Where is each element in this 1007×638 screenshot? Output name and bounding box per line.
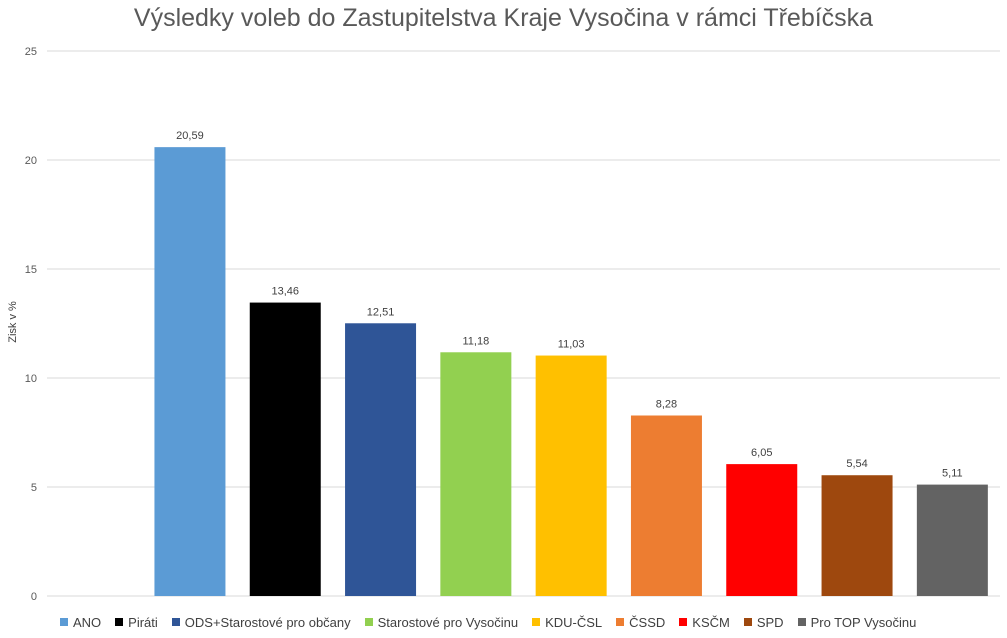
legend: ANO Piráti ODS+Starostové pro občany Staros… bbox=[60, 612, 930, 632]
bar bbox=[726, 464, 798, 596]
legend-item: Pro TOP Vysočinu bbox=[797, 614, 917, 630]
bar bbox=[630, 415, 702, 596]
y-tick-label: 5 bbox=[31, 482, 37, 494]
legend-item: ODS+Starostové pro občany bbox=[171, 614, 351, 630]
legend-label: Pro TOP Vysočinu bbox=[810, 614, 917, 630]
y-tick-label: 25 bbox=[25, 46, 37, 58]
legend-label: ČSSD bbox=[629, 614, 666, 630]
bar bbox=[154, 147, 226, 596]
y-axis: 0 5 10 15 20 25 bbox=[25, 46, 37, 603]
legend-swatch bbox=[115, 618, 124, 626]
legend-swatch bbox=[743, 618, 752, 626]
data-label: 5,11 bbox=[942, 468, 963, 480]
data-label: 12,51 bbox=[367, 306, 395, 318]
legend-item: KDU-ČSL bbox=[532, 615, 602, 630]
bar bbox=[345, 323, 417, 596]
data-labels: 20,59 13,46 12,51 11,18 11,03 8,28 6,05 5,54 5,1… bbox=[176, 130, 962, 479]
y-tick-label: 10 bbox=[25, 373, 37, 385]
legend-swatch bbox=[797, 618, 806, 626]
data-label: 11,18 bbox=[462, 335, 489, 347]
legend-label: KSČM bbox=[692, 614, 730, 630]
legend-label: ANO bbox=[73, 614, 102, 630]
legend-label: KDU-ČSL bbox=[545, 614, 603, 630]
legend-swatch bbox=[679, 618, 688, 626]
y-tick-label: 0 bbox=[31, 591, 37, 603]
data-label: 13,46 bbox=[271, 286, 299, 298]
bar bbox=[440, 352, 512, 596]
data-label: 11,03 bbox=[558, 339, 585, 351]
bar bbox=[249, 302, 321, 596]
legend-swatch bbox=[532, 618, 541, 626]
data-label: 6,05 bbox=[751, 447, 772, 459]
y-axis-title: Zisk v % bbox=[7, 301, 19, 343]
data-label: 20,59 bbox=[176, 130, 204, 142]
legend-label: Starostové pro Vysočinu bbox=[377, 614, 519, 630]
y-tick-label: 15 bbox=[25, 264, 37, 276]
legend-swatch bbox=[616, 618, 625, 626]
y-tick-label: 20 bbox=[25, 155, 37, 167]
chart-title: Výsledky voleb do Zastupitelstva Kraje V… bbox=[133, 4, 874, 32]
bar bbox=[916, 484, 988, 596]
legend-label: Piráti bbox=[128, 614, 158, 630]
legend-item: Starostové pro Vysočinu bbox=[364, 614, 519, 630]
bars bbox=[154, 147, 988, 596]
legend-item: Piráti bbox=[115, 615, 158, 630]
legend-label: SPD bbox=[756, 614, 784, 630]
legend-item: KSČM bbox=[679, 615, 730, 630]
legend-swatch bbox=[364, 618, 373, 626]
legend-swatch bbox=[60, 618, 68, 626]
data-label: 5,54 bbox=[846, 458, 867, 470]
legend-item: ANO bbox=[60, 615, 101, 630]
bar bbox=[535, 355, 607, 596]
bar bbox=[821, 475, 893, 596]
legend-item: ČSSD bbox=[616, 615, 665, 630]
legend-item: SPD bbox=[743, 614, 784, 630]
legend-label: ODS+Starostové pro občany bbox=[184, 614, 351, 630]
data-label: 8,28 bbox=[656, 398, 677, 410]
legend-swatch bbox=[171, 618, 180, 626]
